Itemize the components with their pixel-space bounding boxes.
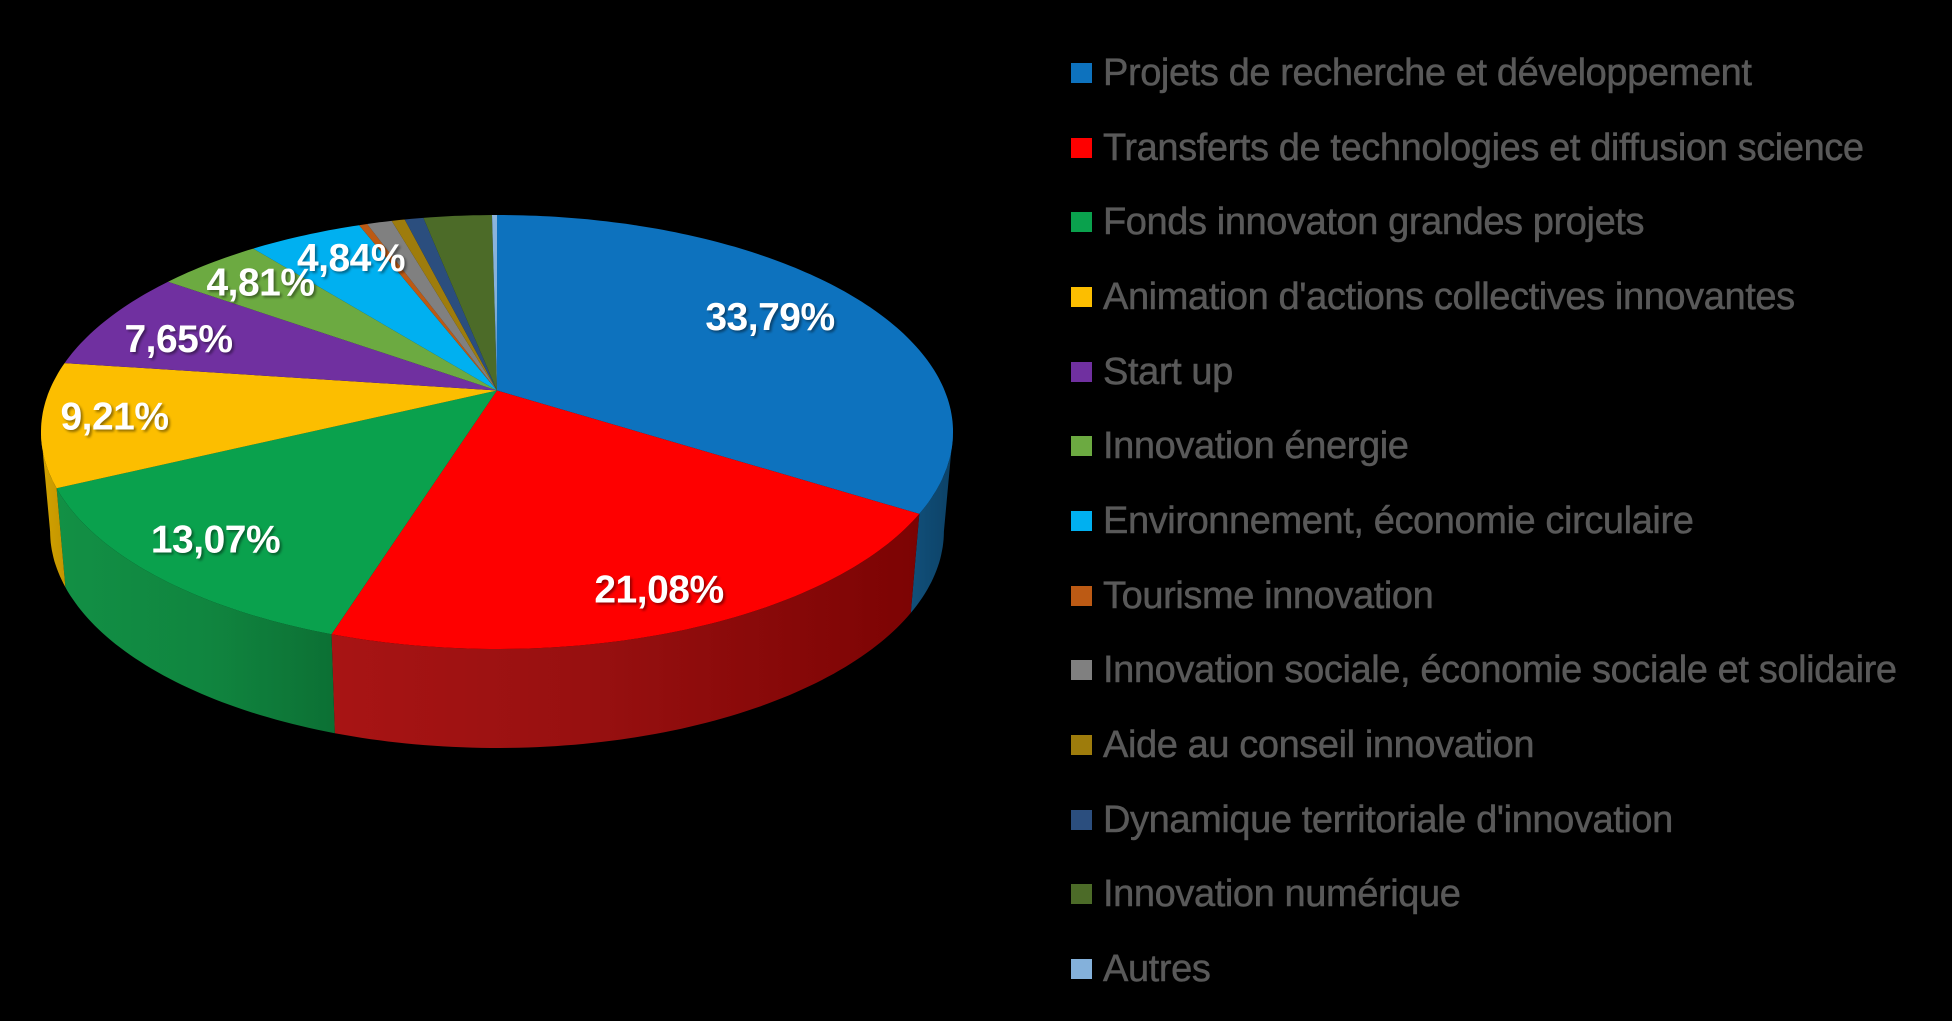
svg-text:4,84%: 4,84% <box>297 237 405 280</box>
svg-text:4,81%: 4,81% <box>206 262 314 305</box>
svg-text:9,21%: 9,21% <box>60 396 168 439</box>
svg-text:33,79%: 33,79% <box>705 296 834 339</box>
svg-text:13,07%: 13,07% <box>151 519 280 562</box>
svg-text:4,81%: 4,81% <box>206 262 314 305</box>
svg-text:21,08%: 21,08% <box>594 569 723 612</box>
svg-text:13,07%: 13,07% <box>151 519 280 562</box>
svg-text:Innovation numérique: Innovation numérique <box>1103 873 1460 915</box>
svg-text:33,79%: 33,79% <box>705 296 834 339</box>
svg-text:7,65%: 7,65% <box>124 318 232 361</box>
svg-text:7,65%: 7,65% <box>124 318 232 361</box>
svg-text:Projets de recherche et dévelo: Projets de recherche et développement <box>1103 52 1752 94</box>
svg-text:Start up: Start up <box>1103 351 1233 393</box>
svg-text:Transferts de technologies et: Transferts de technologies et diffusion … <box>1103 127 1864 169</box>
svg-text:Innovation sociale, économie s: Innovation sociale, économie sociale et … <box>1103 649 1897 691</box>
svg-text:Aide au conseil innovation: Aide au conseil innovation <box>1103 724 1534 766</box>
svg-text:Environnement, économie circul: Environnement, économie circulaire <box>1103 500 1693 542</box>
svg-text:Innovation énergie: Innovation énergie <box>1103 425 1408 467</box>
svg-text:Dynamique territoriale d'innov: Dynamique territoriale d'innovation <box>1103 799 1673 841</box>
svg-text:21,08%: 21,08% <box>594 569 723 612</box>
svg-text:Animation d'actions collective: Animation d'actions collectives innovant… <box>1103 276 1795 318</box>
svg-text:Tourisme innovation: Tourisme innovation <box>1103 575 1433 617</box>
svg-text:4,84%: 4,84% <box>297 237 405 280</box>
svg-text:9,21%: 9,21% <box>60 396 168 439</box>
svg-text:Autres: Autres <box>1103 948 1210 990</box>
svg-text:Fonds innovaton grandes projet: Fonds innovaton grandes projets <box>1103 201 1644 243</box>
